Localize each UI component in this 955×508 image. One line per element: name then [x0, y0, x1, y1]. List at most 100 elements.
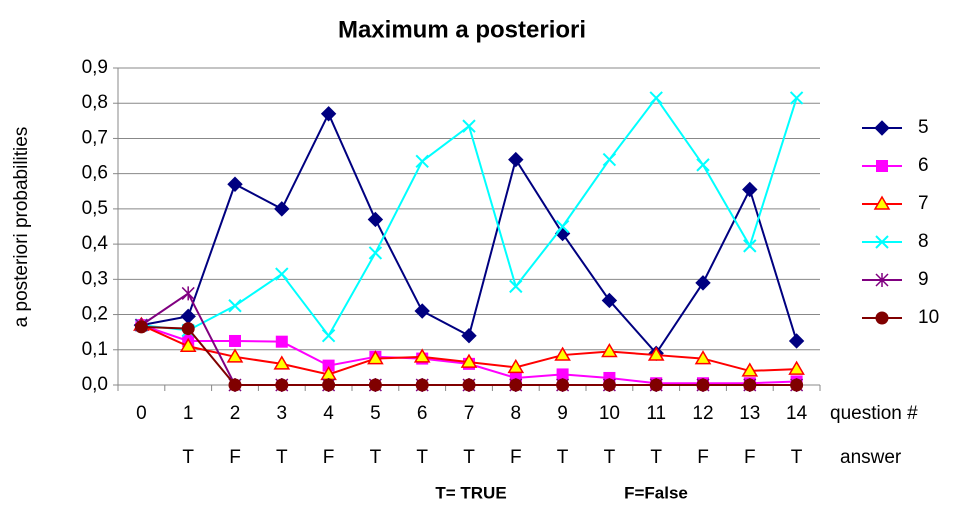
- legend-marker: [875, 235, 889, 249]
- marker: [414, 303, 430, 319]
- y-tick-label: 0,6: [82, 163, 108, 184]
- answer-label: F: [323, 447, 335, 468]
- x-tick-label: 10: [599, 403, 620, 424]
- note: F=False: [624, 483, 688, 502]
- marker: [649, 378, 663, 392]
- marker: [601, 292, 618, 309]
- marker: [368, 378, 382, 392]
- y-tick-label: 0,3: [82, 268, 108, 289]
- legend-marker: [874, 120, 890, 136]
- y-tick-label: 0,8: [82, 92, 108, 113]
- marker: [320, 106, 337, 122]
- marker: [227, 176, 243, 192]
- x-tick-label: 5: [370, 403, 381, 424]
- marker: [229, 334, 241, 347]
- marker: [181, 286, 195, 301]
- marker: [275, 335, 288, 348]
- marker: [461, 327, 477, 344]
- y-tick-label: 0,4: [82, 233, 109, 254]
- x-tick-label: 8: [511, 403, 522, 424]
- x-tick-label: 0: [136, 403, 147, 424]
- marker: [367, 350, 384, 365]
- legend-label: 9: [918, 269, 929, 290]
- legend-marker: [876, 160, 888, 172]
- marker: [508, 151, 524, 168]
- marker: [696, 158, 710, 172]
- answer-label: F: [697, 447, 709, 468]
- legend-label: 6: [918, 155, 929, 176]
- answer-label: T: [416, 447, 428, 468]
- marker: [743, 378, 757, 392]
- note: T= TRUE: [435, 483, 506, 502]
- y-tick-label: 0,0: [82, 374, 108, 395]
- marker: [322, 378, 336, 392]
- marker: [368, 246, 383, 260]
- marker: [741, 362, 759, 377]
- marker: [790, 378, 804, 392]
- marker: [602, 378, 616, 392]
- marker: [180, 308, 196, 325]
- legend-marker: [875, 273, 889, 287]
- legend-label: 5: [918, 117, 929, 138]
- answer-label: T: [650, 447, 662, 468]
- marker: [507, 358, 525, 374]
- marker: [462, 119, 476, 133]
- x-axis-label: question #: [830, 403, 918, 424]
- marker: [602, 152, 617, 167]
- marker: [789, 91, 804, 105]
- x-tick-label: 9: [557, 403, 568, 424]
- marker: [228, 299, 242, 313]
- answer-label: T: [276, 447, 288, 468]
- marker: [413, 348, 431, 363]
- marker: [275, 267, 289, 281]
- legend-label: 8: [918, 231, 929, 252]
- marker: [274, 201, 290, 217]
- marker: [788, 360, 805, 375]
- marker: [275, 378, 289, 392]
- y-axis-label: a posteriori probabilities: [11, 127, 32, 328]
- x-tick-label: 2: [230, 403, 241, 424]
- x-tick-label: 11: [646, 403, 666, 424]
- answer-label: T: [463, 447, 475, 468]
- y-tick-label: 0,5: [82, 198, 108, 219]
- marker: [556, 378, 570, 392]
- legend-label: 10: [918, 307, 939, 328]
- marker: [460, 353, 478, 368]
- x-tick-label: 6: [417, 403, 428, 424]
- y-tick-label: 0,2: [82, 304, 108, 325]
- answer-label: T: [182, 447, 194, 468]
- marker: [743, 239, 757, 253]
- answer-label: T: [604, 447, 616, 468]
- marker: [462, 378, 476, 392]
- marker: [554, 346, 571, 361]
- marker: [134, 320, 148, 334]
- marker: [179, 337, 197, 353]
- y-tick-label: 0,7: [82, 127, 108, 148]
- marker: [415, 378, 429, 392]
- x-tick-label: 7: [464, 403, 475, 424]
- legend-label: 7: [918, 193, 929, 214]
- marker: [228, 378, 242, 392]
- y-tick-label: 0,9: [82, 57, 108, 78]
- marker: [509, 279, 523, 294]
- x-tick-label: 14: [786, 403, 808, 424]
- answer-label: T: [370, 447, 382, 468]
- answer-label: F: [510, 447, 522, 468]
- marker: [273, 355, 291, 370]
- x-tick-label: 1: [183, 403, 194, 424]
- legend-marker: [873, 195, 891, 210]
- marker: [601, 343, 618, 358]
- y-tick-label: 0,1: [82, 339, 108, 360]
- series-line: [141, 111, 798, 355]
- marker: [742, 181, 758, 198]
- x-tick-label: 12: [692, 403, 713, 424]
- legend-marker: [875, 311, 889, 325]
- marker: [415, 154, 429, 169]
- marker: [322, 359, 335, 372]
- answer-label: F: [229, 447, 241, 468]
- chart-title: Maximum a posteriori: [338, 16, 586, 43]
- marker: [788, 333, 805, 349]
- marker: [367, 211, 384, 228]
- marker: [226, 348, 244, 363]
